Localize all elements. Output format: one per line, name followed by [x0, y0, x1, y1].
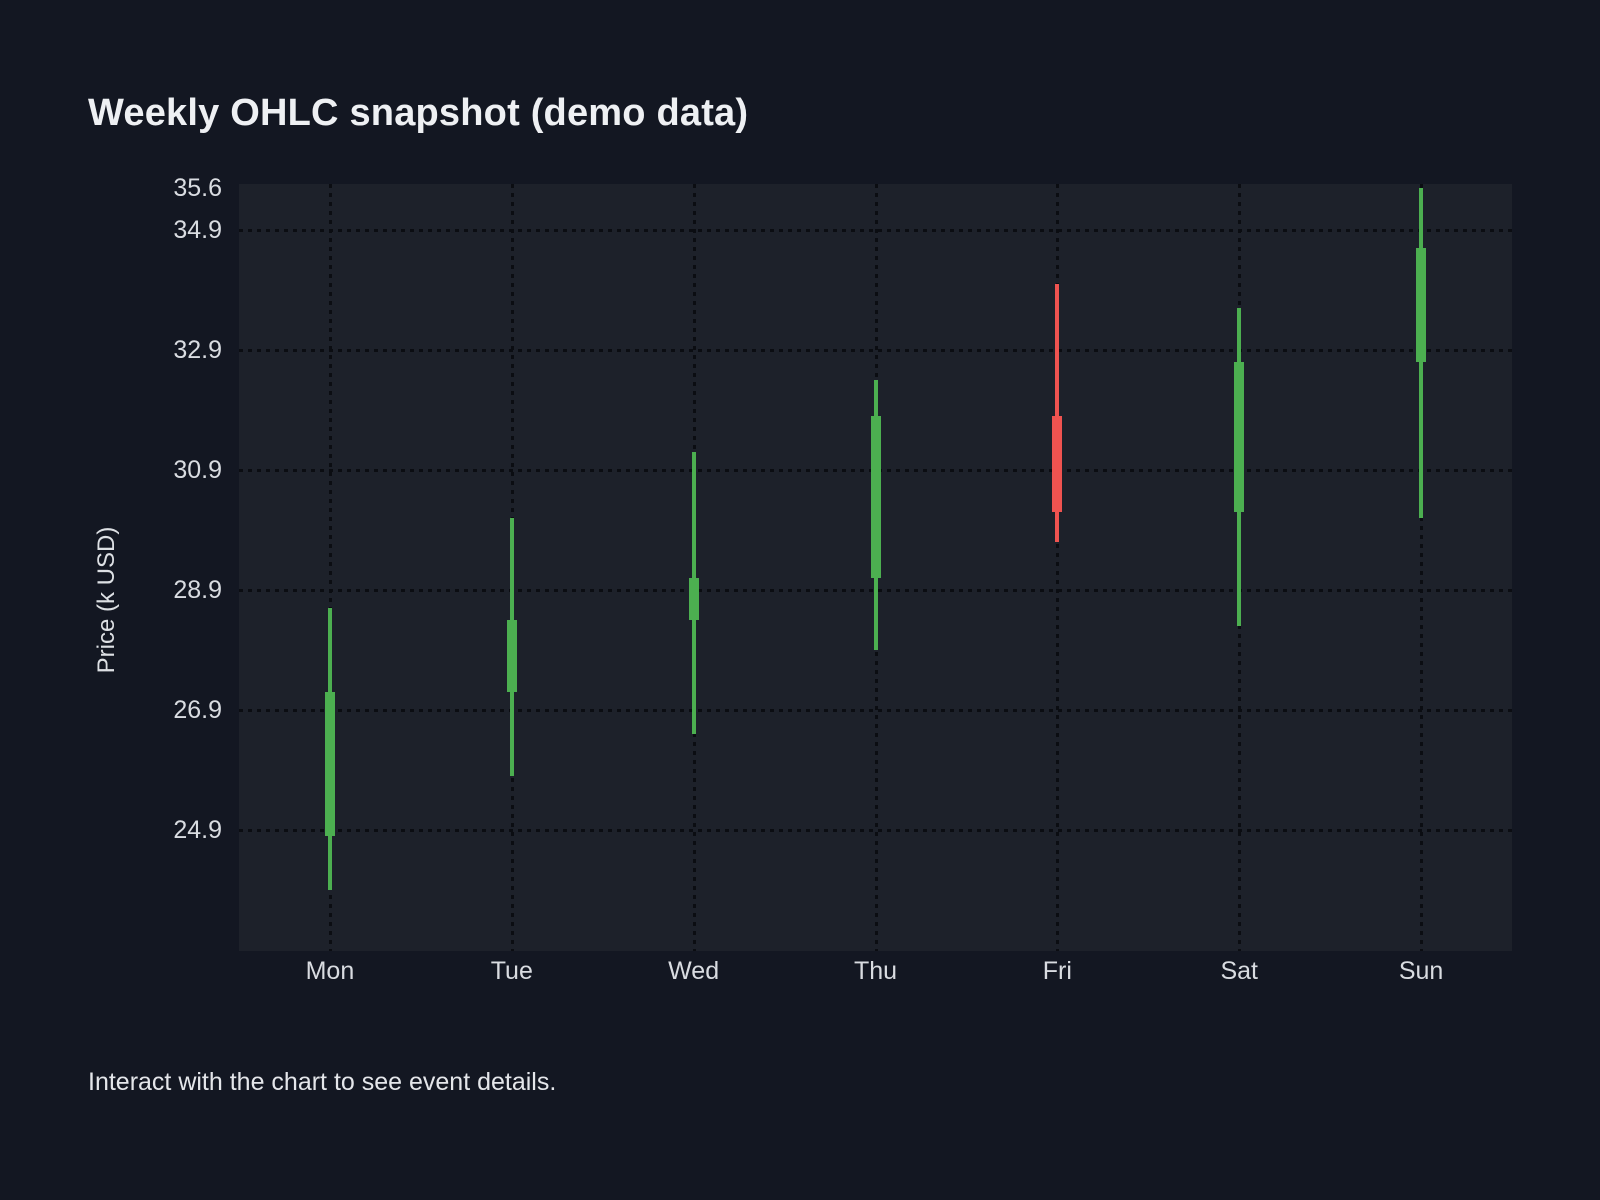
candle-body [1052, 416, 1063, 513]
x-axis-tick-label-mon: Mon [305, 957, 355, 985]
footer-hint-text: Interact with the chart to see event det… [88, 1068, 557, 1096]
x-axis-tick-label-wed: Wed [668, 957, 720, 985]
x-axis-tick-label-sat: Sat [1220, 957, 1258, 985]
candle-body [1416, 248, 1427, 363]
candle-body [870, 416, 881, 578]
candlestick-plot-area[interactable] [239, 184, 1512, 951]
candle-body [324, 691, 335, 836]
y-axis-tick-label: 26.9 [173, 695, 222, 724]
candle-body [1234, 362, 1245, 512]
candle-wick [1055, 284, 1060, 542]
x-axis-tick-label-thu: Thu [853, 957, 898, 985]
gridline-vertical [1420, 184, 1424, 951]
x-axis-tick-label-sun: Sun [1398, 957, 1444, 985]
y-axis-tick-label: 24.9 [173, 815, 222, 844]
y-axis-tick-label: 34.9 [173, 216, 222, 245]
chart-title: Weekly OHLC snapshot (demo data) [88, 92, 749, 134]
y-axis-tick-label: 32.9 [173, 336, 222, 365]
y-axis-tick-label: 28.9 [173, 575, 222, 604]
y-axis-tick-label: 30.9 [173, 456, 222, 485]
candle-body [506, 619, 517, 692]
candle-body [688, 577, 699, 620]
gridline-vertical [1056, 184, 1060, 951]
x-axis-tick-label-fri: Fri [1042, 957, 1072, 985]
y-axis-tick-label: 35.6 [173, 174, 222, 203]
x-axis-tick-label-tue: Tue [490, 957, 533, 985]
gridline-vertical [328, 184, 332, 951]
